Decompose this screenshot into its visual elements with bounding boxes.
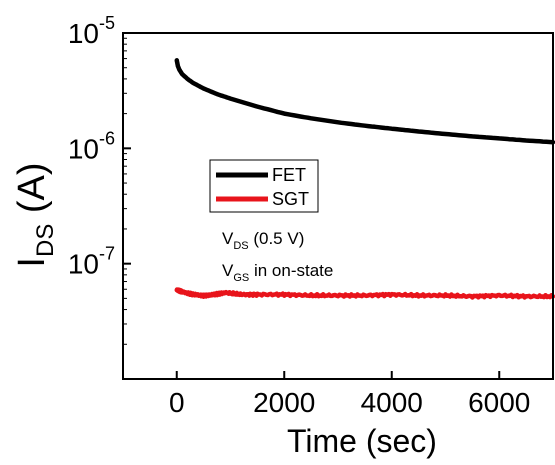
annotation-vds-main: V — [222, 229, 234, 248]
legend-label-fet: FET — [272, 165, 306, 185]
y-axis-title-unit: (A) — [11, 162, 53, 223]
x-tick-label: 2000 — [253, 387, 315, 418]
y-tick-label: 10-6 — [68, 128, 115, 164]
y-tick-label: 10-5 — [68, 13, 115, 49]
y-tick-exponent: -7 — [99, 244, 115, 264]
annotation-vds-sub: DS — [233, 240, 248, 252]
annotation-vgs: VGS in on-state — [222, 261, 333, 284]
series-line-fet — [174, 58, 555, 145]
x-tick-label: 6000 — [468, 387, 530, 418]
y-tick-base: 10 — [68, 249, 99, 280]
series-layer — [174, 58, 555, 300]
series-line-sgt — [174, 287, 555, 300]
annotation-vgs-rest: in on-state — [249, 261, 333, 280]
x-tick-label: 0 — [169, 387, 185, 418]
legend-label-sgt: SGT — [272, 189, 309, 209]
y-tick-base: 10 — [68, 133, 99, 164]
legend: FET SGT — [209, 159, 319, 213]
x-axis-title: Time (sec) — [287, 423, 437, 459]
y-tick-base: 10 — [68, 18, 99, 49]
y-axis-title-sub: DS — [32, 224, 59, 257]
y-tick-exponent: -6 — [99, 128, 115, 148]
annotation-vds-rest: (0.5 V) — [249, 229, 305, 248]
y-axis-title: IDS (A) — [11, 162, 59, 267]
x-tick-label: 4000 — [361, 387, 423, 418]
y-axis-title-main: I — [11, 257, 53, 268]
annotation-vds: VDS (0.5 V) — [222, 229, 304, 252]
annotation-vgs-main: V — [222, 261, 234, 280]
annotation-vgs-sub: GS — [233, 272, 249, 284]
legend-box — [209, 159, 319, 213]
y-tick-exponent: -5 — [99, 13, 115, 33]
y-tick-label: 10-7 — [68, 244, 115, 280]
plot-frame — [122, 32, 554, 380]
